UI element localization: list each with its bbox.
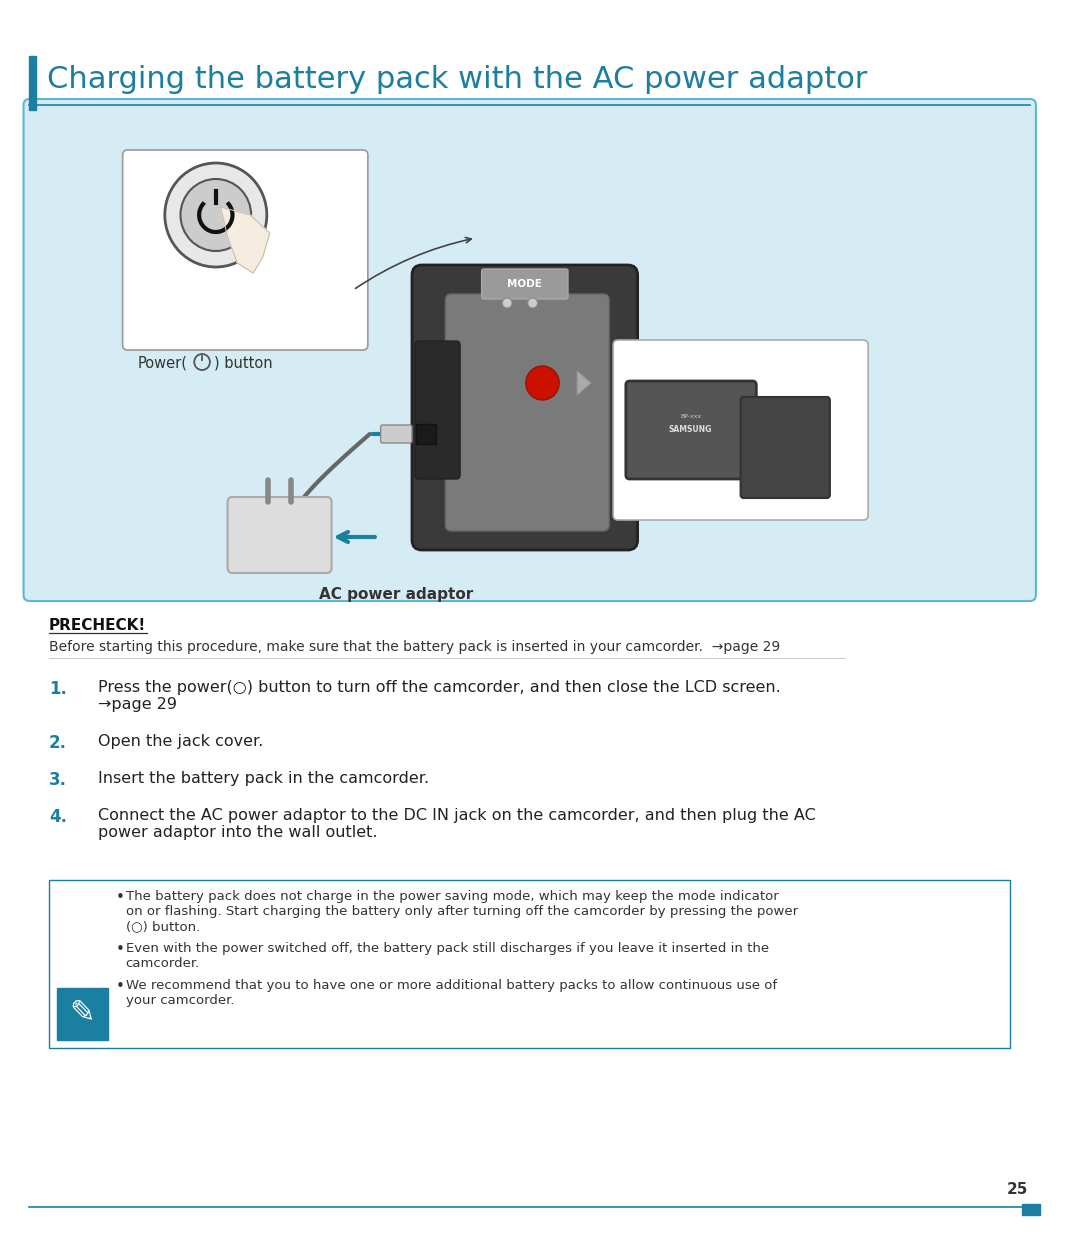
Text: PRECHECK!: PRECHECK!: [49, 618, 146, 634]
FancyBboxPatch shape: [228, 496, 332, 573]
Text: The battery pack does not charge in the power saving mode, which may keep the mo: The battery pack does not charge in the …: [125, 890, 779, 903]
Text: 1.: 1.: [49, 680, 67, 698]
Text: •: •: [116, 979, 124, 994]
Text: SAMSUNG: SAMSUNG: [669, 426, 713, 435]
Text: BP-xxx: BP-xxx: [680, 415, 701, 420]
Text: 4.: 4.: [49, 808, 67, 826]
Polygon shape: [220, 207, 270, 273]
Circle shape: [165, 163, 267, 267]
Text: 2.: 2.: [49, 734, 67, 752]
Text: power adaptor into the wall outlet.: power adaptor into the wall outlet.: [98, 825, 378, 840]
FancyBboxPatch shape: [380, 425, 411, 443]
Text: your camcorder.: your camcorder.: [125, 994, 234, 1007]
FancyBboxPatch shape: [411, 266, 637, 550]
FancyBboxPatch shape: [445, 294, 609, 531]
Text: 25: 25: [1007, 1182, 1028, 1197]
FancyBboxPatch shape: [24, 99, 1036, 601]
FancyBboxPatch shape: [416, 424, 435, 445]
Text: Power(: Power(: [137, 354, 187, 370]
Text: We recommend that you to have one or more additional battery packs to allow cont: We recommend that you to have one or mor…: [125, 979, 777, 992]
Text: camcorder.: camcorder.: [125, 957, 200, 969]
Text: →page 29: →page 29: [98, 697, 177, 713]
FancyBboxPatch shape: [625, 382, 756, 479]
Text: Press the power(○) button to turn off the camcorder, and then close the LCD scre: Press the power(○) button to turn off th…: [98, 680, 781, 695]
Text: 3.: 3.: [49, 771, 67, 789]
Bar: [29, 56, 37, 110]
Text: Connect the AC power adaptor to the DC IN jack on the camcorder, and then plug t: Connect the AC power adaptor to the DC I…: [98, 808, 815, 823]
Text: on or flashing. Start charging the battery only after turning off the camcorder : on or flashing. Start charging the batte…: [125, 905, 798, 918]
Text: Even with the power switched off, the battery pack still discharges if you leave: Even with the power switched off, the ba…: [125, 942, 769, 955]
Polygon shape: [577, 370, 592, 396]
Text: ✎: ✎: [69, 999, 95, 1028]
FancyBboxPatch shape: [123, 149, 368, 350]
FancyBboxPatch shape: [415, 341, 460, 479]
Text: Before starting this procedure, make sure that the battery pack is inserted in y: Before starting this procedure, make sur…: [49, 640, 780, 655]
Bar: [1022, 1204, 1040, 1215]
FancyBboxPatch shape: [741, 396, 829, 498]
FancyBboxPatch shape: [613, 340, 868, 520]
Circle shape: [180, 179, 252, 251]
Text: Insert the battery pack in the camcorder.: Insert the battery pack in the camcorder…: [98, 771, 429, 785]
Text: (○) button.: (○) button.: [125, 920, 200, 932]
Text: •: •: [116, 942, 124, 957]
FancyBboxPatch shape: [482, 269, 568, 299]
Text: ) button: ) button: [214, 354, 272, 370]
Text: Charging the battery pack with the AC power adaptor: Charging the battery pack with the AC po…: [48, 65, 867, 94]
Circle shape: [502, 298, 512, 308]
Text: Open the jack cover.: Open the jack cover.: [98, 734, 264, 748]
Text: MODE: MODE: [508, 279, 542, 289]
Text: AC power adaptor: AC power adaptor: [319, 587, 473, 601]
Circle shape: [526, 366, 559, 400]
FancyBboxPatch shape: [49, 881, 1011, 1049]
Circle shape: [528, 298, 538, 308]
FancyBboxPatch shape: [57, 988, 108, 1040]
Text: •: •: [116, 890, 124, 905]
